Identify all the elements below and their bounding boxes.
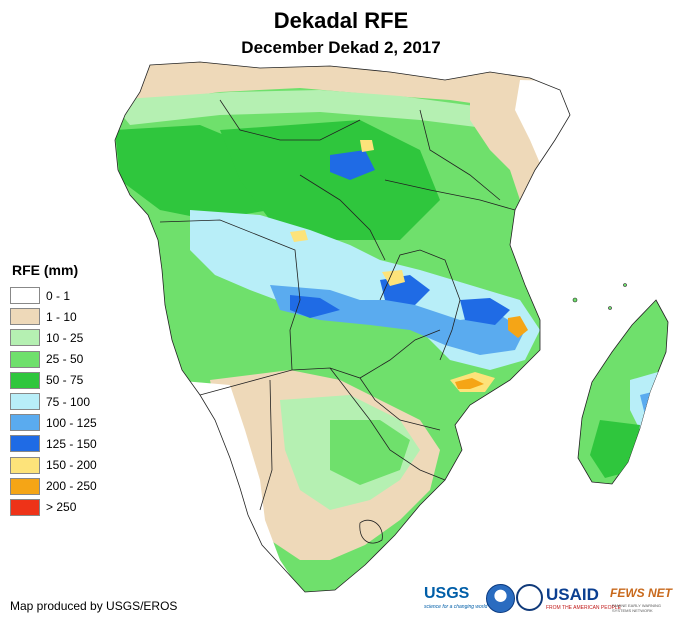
very-heavy-rain-north-lake [290,140,405,286]
legend-swatch [10,477,40,495]
legend-swatch [10,435,40,453]
usaid-logo: USAID [546,585,599,604]
legend-label: 25 - 50 [46,352,84,367]
island-marker [608,306,612,310]
legend-label: 100 - 125 [46,415,97,430]
legend-swatch [10,371,40,389]
legend-item: 25 - 50 [10,349,120,370]
legend-swatch [10,287,40,305]
light-green-north [115,90,560,135]
moderate-rain-southeast [330,420,410,485]
island-marker [623,283,627,287]
moderate-rain-central [220,120,440,240]
legend-label: 75 - 100 [46,394,91,409]
map-title: Dekadal RFE [273,8,409,33]
legend-item: 100 - 125 [10,412,120,433]
fews-net-tagline: FAMINE EARLY WARNING SYSTEMS NETWORK [612,603,662,613]
legend-item: 150 - 200 [10,455,120,476]
usgs-tagline: science for a changing world [424,604,488,610]
intense-rain-core [290,150,510,325]
legend-swatch [10,414,40,432]
map-subtitle: December Dekad 2, 2017 [241,38,441,57]
usgs-logo: USGS [424,585,470,602]
fews-net-logo: FEWS NET [610,586,672,600]
no-rain-east [515,80,570,175]
legend-swatch [10,329,40,347]
legend-swatch [10,393,40,411]
legend-rows: 0 - 1 1 - 10 10 - 25 25 - 50 50 - 75 75 - 100… [10,285,120,518]
legend-item: > 250 [10,497,120,518]
legend-swatch [10,308,40,326]
legend-item: 50 - 75 [10,370,120,391]
legend-label: 200 - 250 [46,479,97,494]
island-marker [572,297,578,303]
legend: RFE (mm) 0 - 1 1 - 10 10 - 25 25 - 50 50 - 7… [10,262,120,518]
legend-item: 0 - 1 [10,285,120,306]
legend-label: 125 - 150 [46,436,97,451]
legend-item: 125 - 150 [10,433,120,454]
extreme-rain-east [455,316,528,389]
legend-label: 150 - 200 [46,458,97,473]
legend-label: 10 - 25 [46,330,84,345]
noaa-seal-icon [486,584,515,613]
usaid-tagline: FROM THE AMERICAN PEOPLE [546,605,621,611]
legend-swatch [10,350,40,368]
logo-strip: USGS science for a changing world USAID … [424,583,676,615]
legend-item: 10 - 25 [10,327,120,348]
legend-item: 1 - 10 [10,306,120,327]
country-borders [114,61,571,593]
usaid-seal-icon [516,584,543,611]
legend-label: 50 - 75 [46,373,84,388]
credit-text: Map produced by USGS/EROS [10,599,178,613]
legend-title: RFE (mm) [12,262,79,278]
heavy-rain-core [270,285,525,355]
legend-label: 1 - 10 [46,309,77,324]
legend-label: > 250 [46,500,77,515]
legend-item: 75 - 100 [10,391,120,412]
legend-label: 0 - 1 [46,288,71,303]
legend-swatch [10,456,40,474]
legend-swatch [10,498,40,516]
legend-item: 200 - 250 [10,476,120,497]
